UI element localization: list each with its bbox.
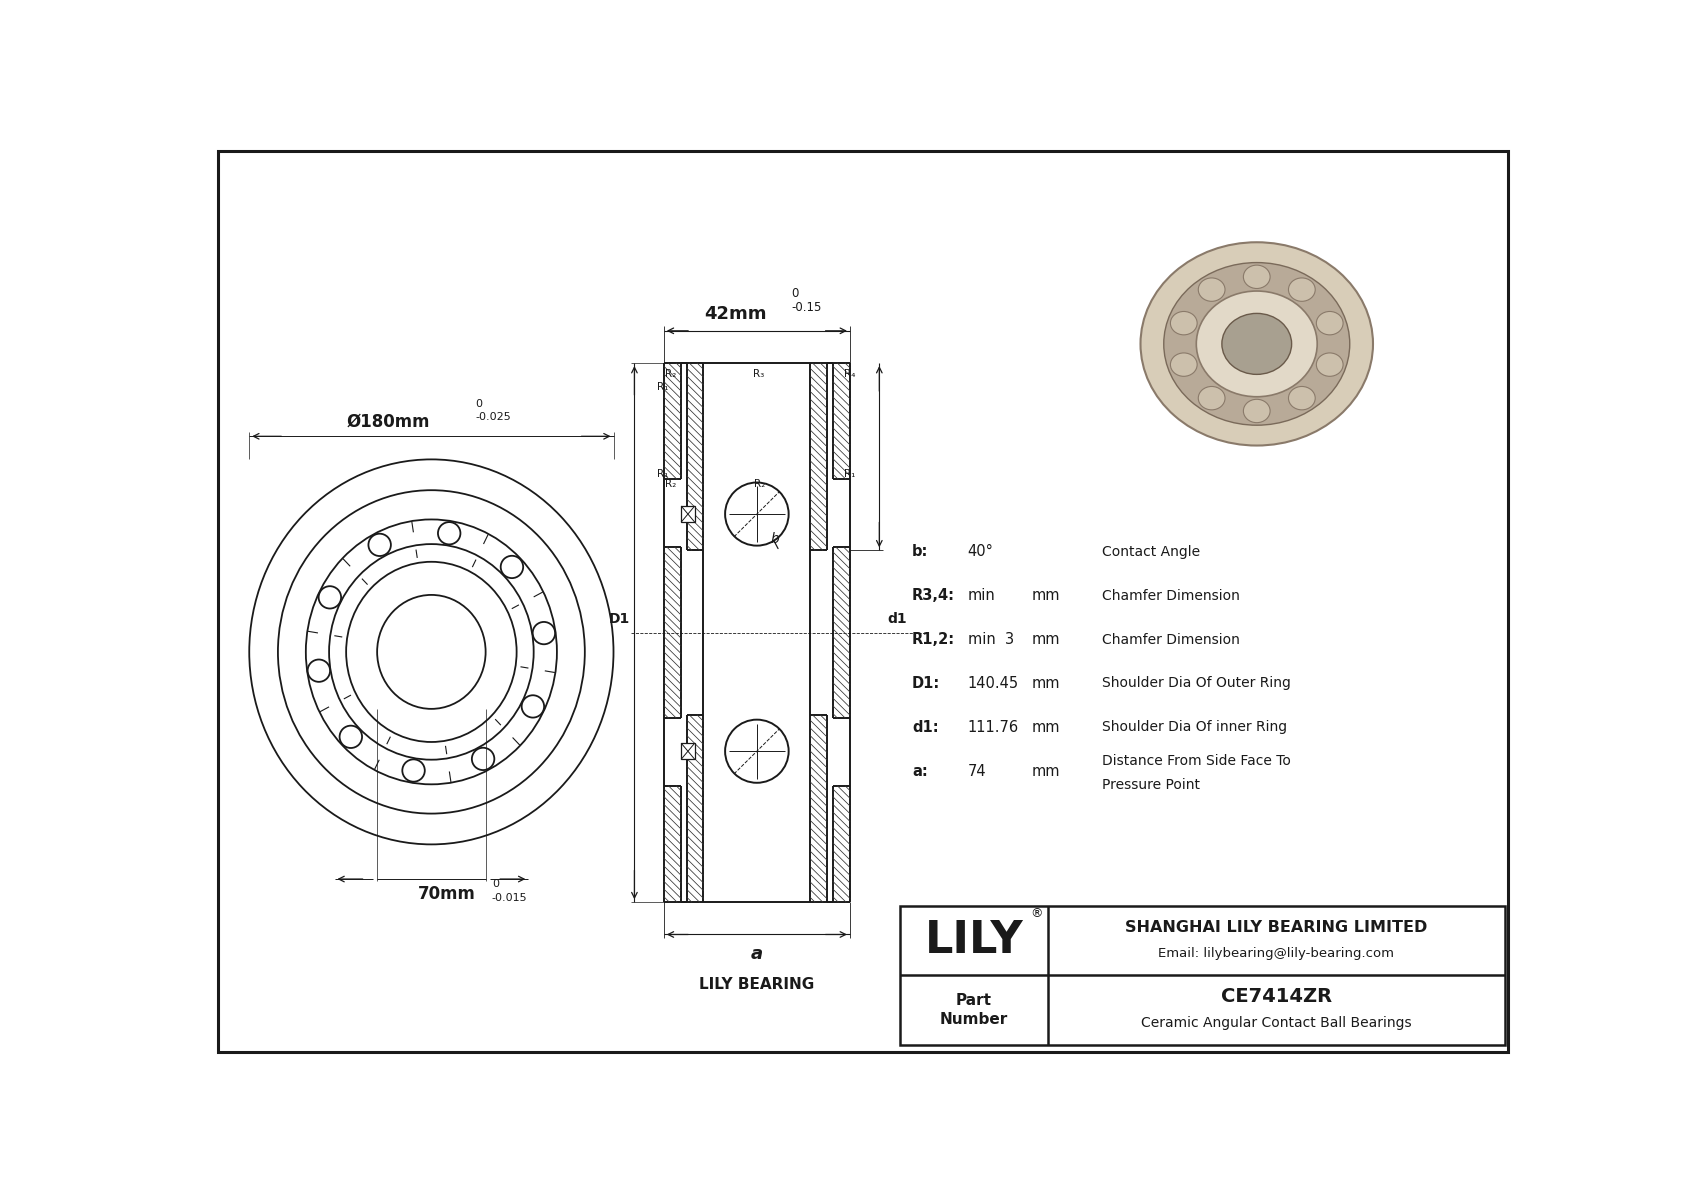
- Text: Ø180mm: Ø180mm: [347, 412, 431, 430]
- Text: R₄: R₄: [844, 368, 855, 379]
- Text: Email: lilybearing@lily-bearing.com: Email: lilybearing@lily-bearing.com: [1159, 947, 1394, 960]
- Text: LILY BEARING: LILY BEARING: [699, 977, 815, 992]
- Text: Distance From Side Face To: Distance From Side Face To: [1101, 754, 1290, 768]
- Ellipse shape: [1288, 278, 1315, 301]
- Text: CE7414ZR: CE7414ZR: [1221, 987, 1332, 1006]
- Text: min  3: min 3: [968, 632, 1014, 647]
- Text: 111.76: 111.76: [968, 719, 1019, 735]
- Ellipse shape: [1170, 353, 1197, 376]
- Text: R₁: R₁: [657, 381, 669, 392]
- Ellipse shape: [1140, 242, 1372, 445]
- Ellipse shape: [1223, 313, 1292, 374]
- Text: R1,2:: R1,2:: [911, 632, 955, 647]
- Ellipse shape: [1288, 386, 1315, 410]
- Ellipse shape: [1196, 291, 1317, 397]
- Text: 70mm: 70mm: [418, 885, 477, 903]
- Ellipse shape: [1243, 266, 1270, 288]
- Ellipse shape: [1243, 399, 1270, 423]
- Text: a: a: [751, 946, 763, 964]
- Text: Shoulder Dia Of Outer Ring: Shoulder Dia Of Outer Ring: [1101, 676, 1290, 691]
- Ellipse shape: [1199, 278, 1224, 301]
- Ellipse shape: [1317, 353, 1344, 376]
- Text: -0.025: -0.025: [475, 412, 512, 423]
- Text: R₂: R₂: [665, 480, 677, 490]
- Text: mm: mm: [1032, 763, 1061, 779]
- Ellipse shape: [1170, 312, 1197, 335]
- Text: a:: a:: [911, 763, 928, 779]
- Text: Shoulder Dia Of inner Ring: Shoulder Dia Of inner Ring: [1101, 721, 1287, 735]
- Text: Chamfer Dimension: Chamfer Dimension: [1101, 632, 1239, 647]
- Text: d1:: d1:: [911, 719, 938, 735]
- Text: R₂: R₂: [665, 368, 677, 379]
- Text: Contact Angle: Contact Angle: [1101, 544, 1201, 559]
- Text: mm: mm: [1032, 588, 1061, 603]
- Ellipse shape: [1164, 262, 1351, 425]
- Text: 74: 74: [968, 763, 987, 779]
- Text: 42mm: 42mm: [704, 305, 766, 323]
- Text: R₃: R₃: [753, 368, 765, 379]
- Ellipse shape: [1317, 312, 1344, 335]
- Text: ®: ®: [1031, 908, 1042, 921]
- Text: -0.15: -0.15: [791, 301, 822, 314]
- Text: mm: mm: [1032, 632, 1061, 647]
- Text: b:: b:: [911, 544, 928, 560]
- Text: min: min: [968, 588, 995, 603]
- Text: R₁: R₁: [657, 468, 669, 479]
- Text: d1: d1: [887, 612, 906, 625]
- Text: R3,4:: R3,4:: [911, 588, 955, 603]
- Circle shape: [726, 719, 788, 782]
- Text: LILY: LILY: [925, 919, 1024, 962]
- Text: D1: D1: [608, 612, 630, 625]
- Bar: [680, 743, 695, 760]
- Bar: [901, 906, 1505, 1045]
- Text: 0: 0: [492, 879, 498, 888]
- Circle shape: [726, 482, 788, 545]
- Bar: [680, 506, 695, 522]
- Text: Pressure Point: Pressure Point: [1101, 778, 1199, 792]
- Text: D1:: D1:: [911, 676, 940, 691]
- Text: mm: mm: [1032, 676, 1061, 691]
- Text: R₁: R₁: [844, 468, 855, 479]
- Text: b: b: [770, 532, 778, 547]
- Text: SHANGHAI LILY BEARING LIMITED: SHANGHAI LILY BEARING LIMITED: [1125, 921, 1428, 935]
- Text: Ceramic Angular Contact Ball Bearings: Ceramic Angular Contact Ball Bearings: [1140, 1016, 1411, 1030]
- Text: R₂: R₂: [754, 480, 765, 490]
- Text: Chamfer Dimension: Chamfer Dimension: [1101, 588, 1239, 603]
- Text: -0.015: -0.015: [492, 893, 527, 903]
- Text: mm: mm: [1032, 719, 1061, 735]
- Text: 0: 0: [475, 399, 483, 409]
- Text: Part
Number: Part Number: [940, 992, 1009, 1028]
- Text: 40°: 40°: [968, 544, 994, 560]
- Ellipse shape: [1199, 386, 1224, 410]
- Text: 0: 0: [791, 287, 798, 300]
- Text: 140.45: 140.45: [968, 676, 1019, 691]
